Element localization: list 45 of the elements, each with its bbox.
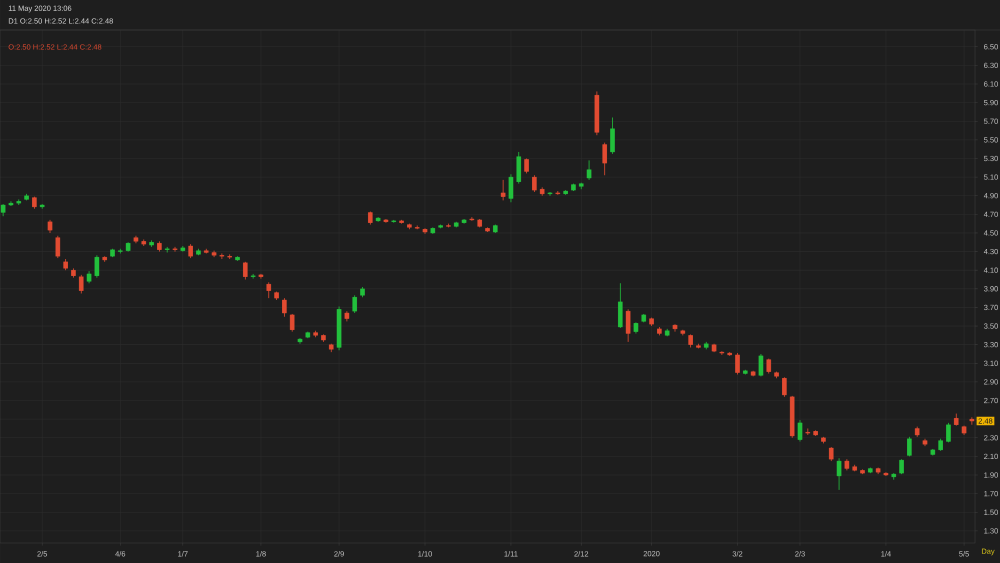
candlestick <box>368 211 373 225</box>
candlestick <box>766 358 772 374</box>
candlestick <box>938 438 943 452</box>
candlestick <box>735 352 740 375</box>
candlestick <box>344 310 350 322</box>
candlestick <box>508 174 514 203</box>
candlestick <box>352 294 358 314</box>
candlestick <box>914 426 920 438</box>
candlestick <box>86 270 92 284</box>
candlestick <box>962 425 966 436</box>
candlestick <box>94 254 100 278</box>
candlestick <box>71 268 76 278</box>
candlestick <box>126 242 130 252</box>
candlestick <box>836 458 842 490</box>
candlestick <box>56 235 60 258</box>
candlestick <box>266 282 272 299</box>
candlestick <box>782 376 787 398</box>
candlestick <box>828 446 834 462</box>
candlestick <box>500 179 506 201</box>
candlestick <box>899 458 904 474</box>
candlestick <box>282 298 287 318</box>
candlestick <box>290 314 295 332</box>
candlestick <box>48 220 52 234</box>
candlestick <box>626 308 630 342</box>
candlestick <box>157 240 162 252</box>
candlestick <box>243 261 248 280</box>
candlestick <box>360 286 365 298</box>
candlestick <box>586 160 592 180</box>
candlestick <box>0 204 6 217</box>
candlestick <box>78 274 84 294</box>
candlestick <box>610 117 615 154</box>
candlestick <box>954 413 959 426</box>
candlestick <box>946 422 951 443</box>
candlestick <box>602 142 607 176</box>
candlestick <box>844 458 850 471</box>
candlestick <box>32 196 37 210</box>
candlestick <box>188 244 193 258</box>
candlestick <box>63 258 68 271</box>
candlestick <box>688 334 693 348</box>
candlestick <box>524 158 529 174</box>
candlestick <box>907 436 912 457</box>
candlestick <box>634 322 638 334</box>
candlestick <box>532 174 537 192</box>
candlestick <box>758 354 764 377</box>
candlestick <box>798 420 802 442</box>
